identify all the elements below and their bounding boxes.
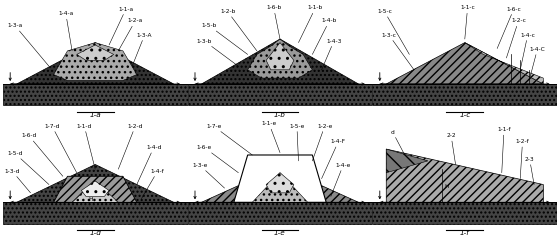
Text: 1-c: 1-c — [459, 112, 470, 118]
Text: 1-7-d: 1-7-d — [44, 124, 77, 173]
Polygon shape — [3, 202, 188, 224]
Polygon shape — [372, 84, 557, 105]
Polygon shape — [386, 149, 428, 173]
Polygon shape — [465, 43, 543, 84]
Text: 1-3-d: 1-3-d — [4, 169, 30, 193]
Text: 1-2-a: 1-2-a — [118, 18, 143, 51]
Polygon shape — [3, 84, 188, 105]
Text: 1-1-e: 1-1-e — [262, 121, 280, 153]
Text: 1-e: 1-e — [274, 230, 286, 236]
Text: 1-5-b: 1-5-b — [202, 23, 248, 54]
Polygon shape — [17, 164, 174, 202]
Text: 1-2-c: 1-2-c — [506, 18, 526, 58]
Polygon shape — [266, 173, 294, 193]
Text: 1-6-e: 1-6-e — [197, 145, 239, 173]
Text: 1-4-c: 1-4-c — [520, 33, 535, 70]
Polygon shape — [234, 155, 326, 202]
Text: 1-4-d: 1-4-d — [137, 145, 161, 185]
Text: 1-2-f: 1-2-f — [516, 139, 529, 179]
Text: 1-1-c: 1-1-c — [460, 5, 475, 39]
Polygon shape — [266, 43, 294, 70]
Polygon shape — [188, 84, 372, 105]
Text: 1-d: 1-d — [89, 230, 101, 236]
Text: 1-1-f: 1-1-f — [497, 127, 511, 173]
Polygon shape — [252, 173, 308, 202]
Text: 1-6-b: 1-6-b — [266, 5, 281, 39]
Text: 1-3-c: 1-3-c — [382, 33, 414, 70]
Text: 1-3-A: 1-3-A — [132, 33, 152, 66]
Text: 1-3-b: 1-3-b — [197, 39, 239, 66]
Text: 1-6-d: 1-6-d — [21, 133, 63, 176]
Text: 1-4-C: 1-4-C — [530, 47, 545, 79]
Polygon shape — [386, 149, 543, 202]
Polygon shape — [72, 181, 118, 202]
Text: H: H — [88, 197, 93, 202]
Polygon shape — [202, 39, 358, 84]
Text: 1-4-3: 1-4-3 — [321, 39, 342, 70]
Polygon shape — [17, 43, 174, 84]
Text: 2-2: 2-2 — [446, 133, 456, 164]
Polygon shape — [81, 181, 109, 196]
Polygon shape — [54, 176, 137, 202]
Text: 1-2-d: 1-2-d — [118, 124, 143, 169]
Text: 1-3-e: 1-3-e — [192, 163, 225, 188]
Text: 1-2-e: 1-2-e — [312, 124, 332, 161]
Text: 1-6-c: 1-6-c — [497, 7, 521, 49]
Polygon shape — [372, 202, 557, 224]
Text: 1-b: 1-b — [274, 112, 286, 118]
Text: 1-1-b: 1-1-b — [298, 5, 323, 43]
Polygon shape — [202, 167, 358, 202]
Polygon shape — [386, 43, 543, 84]
Text: 1-5-e: 1-5-e — [289, 124, 305, 161]
Text: 1-f: 1-f — [460, 230, 470, 236]
Text: H: H — [445, 184, 449, 189]
Polygon shape — [248, 39, 312, 78]
Text: 1-3-a: 1-3-a — [7, 23, 49, 66]
Text: 1-4-e: 1-4-e — [331, 163, 351, 196]
Polygon shape — [188, 202, 372, 224]
Polygon shape — [54, 43, 137, 81]
Text: 1-5-d: 1-5-d — [7, 151, 49, 185]
Text: 2-3: 2-3 — [525, 157, 534, 185]
Text: 1-1-d: 1-1-d — [77, 124, 95, 169]
Text: 1-7-e: 1-7-e — [206, 124, 252, 155]
Polygon shape — [77, 45, 114, 60]
Text: 1-4-b: 1-4-b — [312, 18, 337, 54]
Text: 1-1-a: 1-1-a — [109, 7, 133, 45]
Text: 1-4-F: 1-4-F — [321, 139, 346, 179]
Text: 1-4-a: 1-4-a — [58, 11, 73, 51]
Text: 1-2-b: 1-2-b — [220, 9, 257, 51]
Text: 1-a: 1-a — [90, 112, 101, 118]
Text: 1-4-f: 1-4-f — [141, 169, 165, 199]
Text: 1-5-c: 1-5-c — [377, 9, 409, 54]
Text: d: d — [391, 130, 405, 155]
